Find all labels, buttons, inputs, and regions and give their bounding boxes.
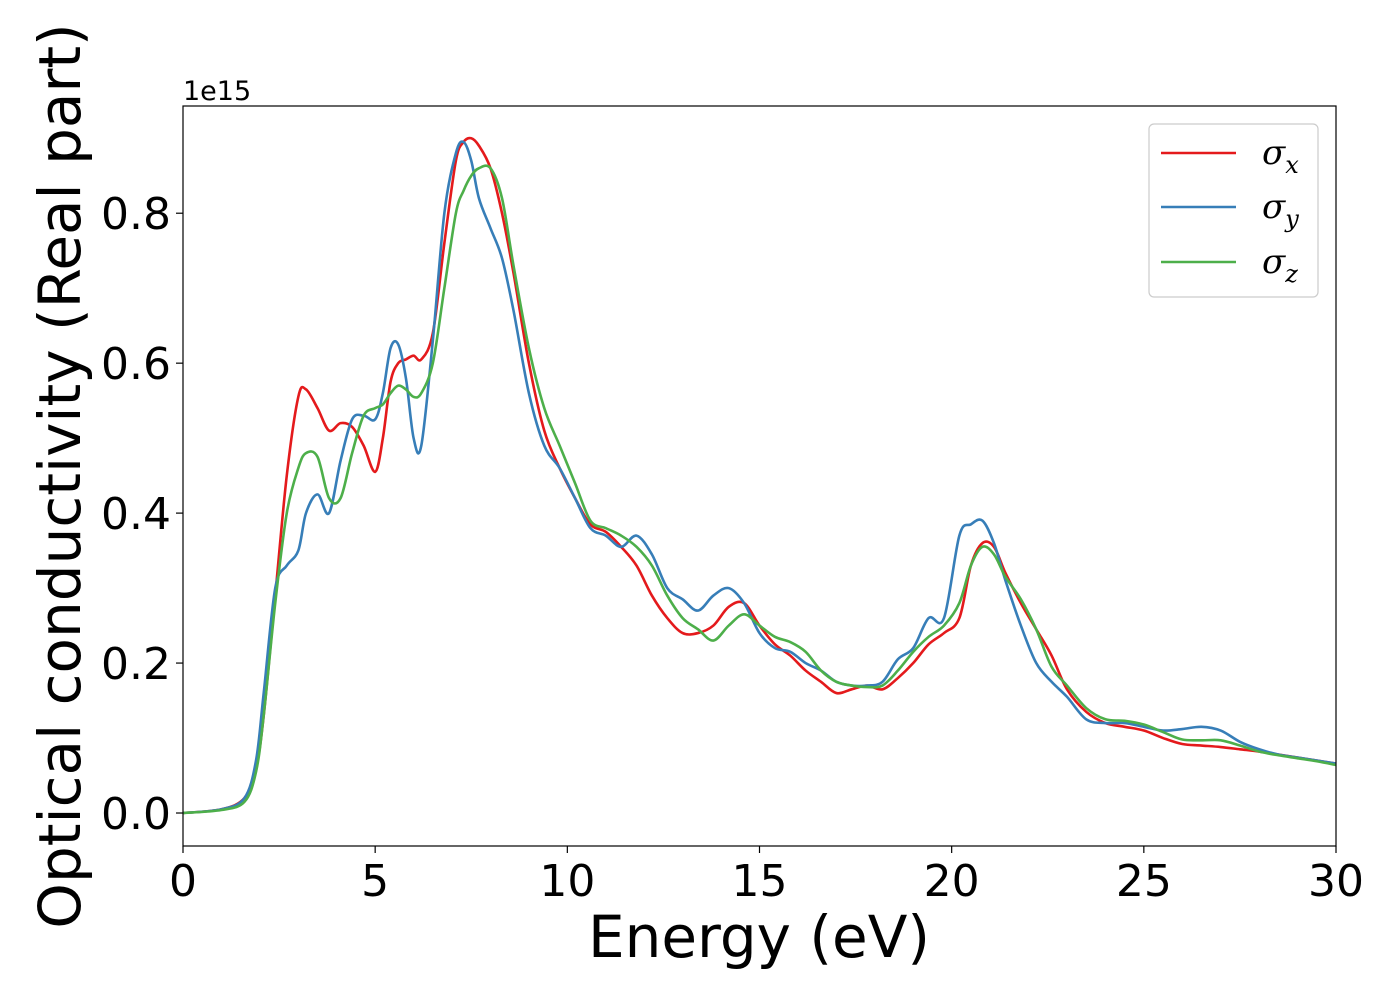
- x-tick-label: 25: [1116, 856, 1172, 907]
- y-axis-ticks: 0.0 0.2 0.4 0.6 0.8: [101, 189, 183, 840]
- y-tick-label: 0.2: [101, 639, 171, 690]
- series-line-x: [183, 136, 1336, 815]
- legend-label-x: σx: [1262, 133, 1299, 179]
- x-axis-ticks: 0 5 10 15 20 25 30: [169, 846, 1364, 907]
- series-layer: [183, 136, 1336, 815]
- y-tick-label: 0.4: [101, 489, 171, 540]
- x-tick-label: 10: [539, 856, 595, 907]
- legend-label-z: σz: [1262, 242, 1298, 288]
- x-tick-label: 15: [732, 856, 788, 907]
- y-tick-label: 0.6: [101, 339, 171, 390]
- y-tick-label: 0.0: [101, 789, 171, 840]
- y-axis-title: Optical conductivity (Real part): [26, 23, 94, 928]
- x-axis-title: Energy (eV): [588, 903, 930, 971]
- x-tick-label: 5: [361, 856, 389, 907]
- series-line-z: [183, 164, 1336, 815]
- legend-box: [1148, 123, 1319, 298]
- x-tick-label: 20: [924, 856, 980, 907]
- y-offset-text: 1e15: [183, 76, 251, 107]
- y-tick-label: 0.8: [101, 189, 171, 240]
- legend-label-y: σy: [1262, 187, 1299, 233]
- legend-entries: σx σy σz: [1161, 133, 1299, 288]
- x-tick-label: 30: [1308, 856, 1364, 907]
- legend: σx σy σz: [1148, 123, 1319, 298]
- x-tick-label: 0: [169, 856, 197, 907]
